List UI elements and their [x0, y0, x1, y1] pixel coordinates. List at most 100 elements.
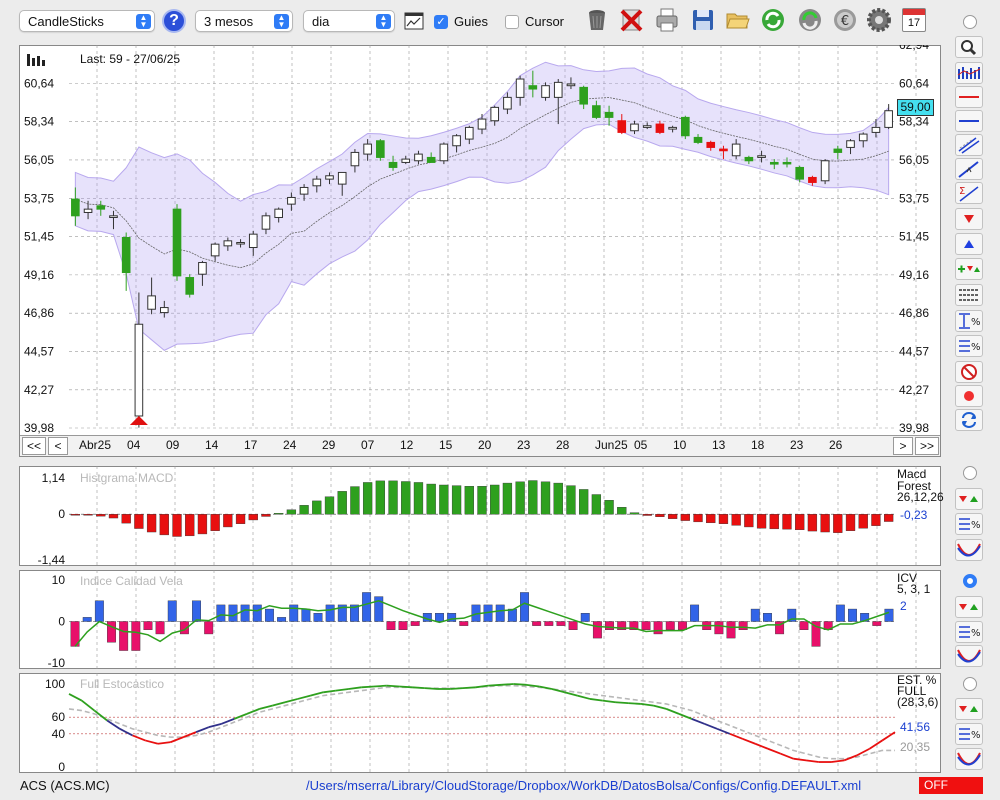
fibonacci-button[interactable]: Σ [955, 182, 983, 204]
candle-body [109, 215, 118, 218]
stoch-fast-segment [551, 688, 565, 694]
icv-chart[interactable]: 10 0 -10 [19, 570, 941, 669]
macd-levels-button[interactable]: % [955, 513, 983, 535]
refresh-icon[interactable] [760, 7, 786, 33]
trendline-button[interactable] [955, 158, 983, 180]
nav-first-button[interactable]: << [22, 437, 46, 455]
add-signals-button[interactable] [955, 258, 983, 280]
indicator-bar [507, 608, 517, 622]
help-icon[interactable]: ? [162, 9, 186, 33]
cursor-checkbox[interactable] [505, 15, 519, 29]
candle-body [312, 178, 322, 187]
percent-range-button[interactable]: % [955, 310, 983, 332]
indicator-bar [782, 514, 792, 530]
candle-body [490, 106, 500, 122]
icv-signals-button[interactable] [955, 596, 983, 618]
y-axis-label-left: 39,98 [24, 421, 54, 435]
stoch-signals-button[interactable] [955, 698, 983, 720]
candle [261, 212, 271, 235]
indicator-bar [835, 604, 845, 622]
save-icon[interactable] [690, 7, 716, 33]
indicator-bar [807, 514, 818, 532]
off-indicator[interactable]: OFF [919, 777, 983, 794]
indicator-bar [216, 604, 226, 622]
candles-indicator-button[interactable] [955, 62, 983, 84]
price-chart[interactable]: 60,64 60,64 58,34 58,34 56,05 56,05 53,75 53,75… [19, 45, 941, 435]
nav-last-button[interactable]: >> [915, 437, 939, 455]
record-button[interactable] [955, 385, 983, 407]
nav-prev-button[interactable]: < [48, 437, 68, 455]
macd-signals-button[interactable] [955, 488, 983, 510]
no-entry-button[interactable] [955, 361, 983, 383]
nav-next-button[interactable]: > [893, 437, 913, 455]
macd-radio[interactable] [963, 466, 977, 480]
stoch-fast-segment [831, 759, 845, 763]
stoch-chart[interactable]: 100 60 40 0 [19, 673, 941, 773]
stoch-fast-segment [386, 684, 400, 688]
lines-button[interactable] [955, 284, 983, 306]
stoch-fast-segment [221, 718, 235, 725]
indicator-bar [532, 621, 542, 626]
stoch-fast-segment [170, 736, 184, 743]
channel-button[interactable] [955, 134, 983, 156]
indicator-bar [82, 617, 92, 622]
open-folder-icon[interactable] [725, 7, 751, 33]
candle [363, 139, 372, 161]
indicator-bar [159, 514, 169, 536]
guides-checkbox[interactable]: ✓ [434, 15, 448, 29]
candle-body [172, 208, 182, 277]
candle-body [299, 186, 309, 195]
horizontal-red-line-button[interactable] [955, 86, 983, 108]
indicator-bar [185, 514, 195, 537]
calendar-icon[interactable]: 17 [902, 8, 926, 32]
stoch-fast-segment [869, 739, 883, 750]
indicator-bar [119, 621, 129, 651]
settings-icon[interactable] [866, 7, 892, 33]
indicator-bar [883, 514, 894, 522]
chart-window-icon[interactable] [404, 12, 424, 30]
icv-curve-button[interactable] [955, 645, 983, 667]
stoch-curve-button[interactable] [955, 748, 983, 770]
indicator-bar [617, 621, 627, 631]
arrow-up-button[interactable] [955, 233, 983, 255]
arrow-down-button[interactable] [955, 208, 983, 230]
percent-lines-icon: % [959, 626, 981, 639]
indicator-bar [884, 608, 894, 622]
delete-icon[interactable] [619, 7, 645, 33]
candle [858, 132, 868, 148]
blue-line-icon [959, 120, 979, 122]
indicator-bar [591, 494, 602, 515]
interval-select[interactable]: dia ▲ ▼ [303, 10, 395, 32]
candle [668, 125, 677, 133]
indicator-bar [495, 604, 505, 622]
icv-radio[interactable] [963, 574, 977, 588]
price-tag: 59,00 [897, 99, 934, 116]
y-axis-label: 0 [58, 760, 65, 773]
stoch-radio[interactable] [963, 677, 977, 691]
trash-icon[interactable] [584, 7, 610, 33]
sync-icon[interactable] [797, 7, 823, 33]
stoch-fast-segment [399, 685, 413, 689]
candle [109, 210, 118, 230]
swap-button[interactable] [955, 409, 983, 431]
stoch-levels-button[interactable]: % [955, 723, 983, 745]
svg-text:Σ: Σ [959, 186, 965, 197]
print-icon[interactable] [654, 7, 680, 33]
candle-body [757, 155, 766, 158]
percent-lines-button[interactable]: % [955, 335, 983, 357]
magnifier-icon [961, 40, 977, 56]
icv-levels-button[interactable]: % [955, 621, 983, 643]
macd-curve-button[interactable] [955, 539, 983, 561]
indicator-bar [860, 613, 870, 622]
config-path-link[interactable]: /Users/mserra/Library/CloudStorage/Dropb… [306, 778, 862, 793]
period-select[interactable]: 3 mesos ▲ ▼ [195, 10, 293, 32]
horizontal-blue-line-button[interactable] [955, 110, 983, 132]
y-axis-label: -10 [48, 656, 66, 669]
macd-chart[interactable]: 1,14 0 -1,44 [19, 466, 941, 566]
toolbar-radio[interactable] [963, 15, 977, 29]
chart-type-select[interactable]: CandleSticks ▲ ▼ [19, 10, 155, 32]
indicator-bar [667, 514, 678, 519]
candle-body [71, 198, 80, 217]
currency-icon[interactable]: € [832, 7, 858, 33]
zoom-button[interactable] [955, 36, 983, 58]
